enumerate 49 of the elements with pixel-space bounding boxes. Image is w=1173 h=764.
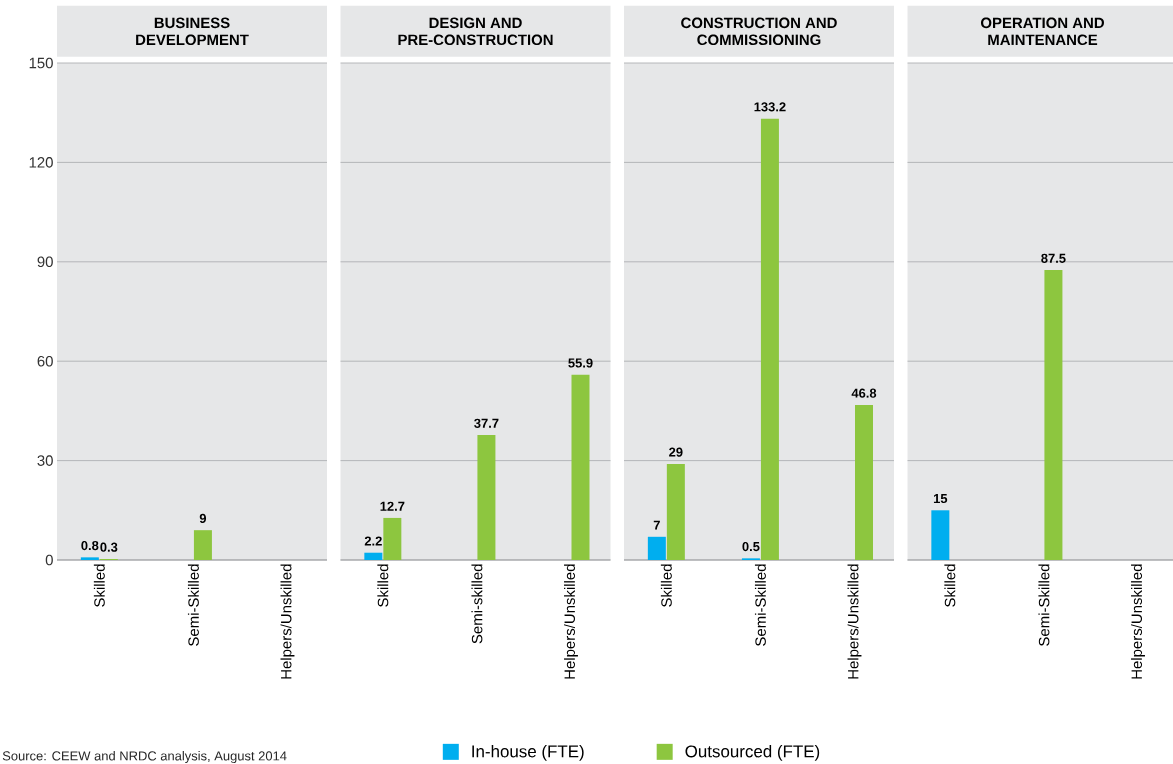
y-tick-label: 90 xyxy=(37,256,53,268)
x-tick-label: Semi-skilled xyxy=(471,564,483,644)
bar xyxy=(666,463,685,560)
x-tick-label: Skilled xyxy=(944,564,956,607)
bar xyxy=(647,536,666,560)
data-label: 0.8 xyxy=(81,540,99,551)
y-tick-label: 120 xyxy=(29,157,53,168)
bar xyxy=(80,557,99,560)
bar xyxy=(383,517,402,560)
x-tick-label: Semi-Skilled xyxy=(1038,564,1050,646)
source-note: Source: CEEW and NRDC analysis, August 2014 xyxy=(2,750,287,764)
bar xyxy=(855,404,873,560)
data-label: 15 xyxy=(933,494,948,504)
chart-title: CONSTRUCTION AND COMMISSIONING xyxy=(681,17,837,46)
x-tick-label: Helpers/Unskilled xyxy=(847,564,862,679)
x-tick-label: Helpers/Unskilled xyxy=(1131,564,1145,679)
y-tick-label: 30 xyxy=(37,455,53,466)
x-tick-label: Semi-Skilled xyxy=(187,564,199,646)
x-tick-label: Helpers/Unskilled xyxy=(564,564,578,679)
data-label: 9 xyxy=(199,513,207,523)
chart-title: OPERATION AND MAINTENANCE xyxy=(980,17,1104,46)
chart-title: DESIGN AND PRE-CONSTRUCTION xyxy=(398,17,553,46)
bar xyxy=(477,435,496,560)
x-tick-label: Skilled xyxy=(660,564,672,607)
chart-title: BUSINESS DEVELOPMENT xyxy=(136,17,249,46)
bar xyxy=(364,552,383,560)
data-label: 7 xyxy=(653,520,660,530)
x-tick-label: Semi-Skilled xyxy=(754,564,766,646)
x-tick-label: Helpers/Unskilled xyxy=(280,564,295,679)
data-label: 0.3 xyxy=(100,542,118,552)
data-label: 55.9 xyxy=(568,358,593,368)
y-tick-label: 60 xyxy=(37,355,53,367)
x-tick-label: Skilled xyxy=(93,564,105,607)
data-label: 133.2 xyxy=(754,102,786,112)
data-label: 2.2 xyxy=(364,536,382,546)
data-label: 12.7 xyxy=(380,501,405,511)
bar xyxy=(193,530,212,560)
data-label: 46.8 xyxy=(851,388,877,398)
data-label: 29 xyxy=(669,447,683,457)
y-tick-label: 150 xyxy=(29,57,53,69)
x-tick-label: Skilled xyxy=(377,564,389,607)
bar xyxy=(571,374,590,560)
data-label: 0.5 xyxy=(742,541,760,552)
data-label: 87.5 xyxy=(1041,253,1066,263)
legend-label: Outsourced (FTE) xyxy=(685,744,820,761)
y-tick-label: 0 xyxy=(45,554,53,566)
bar xyxy=(760,118,779,560)
legend-label: In-house (FTE) xyxy=(472,744,584,761)
data-label: 37.7 xyxy=(474,418,499,428)
